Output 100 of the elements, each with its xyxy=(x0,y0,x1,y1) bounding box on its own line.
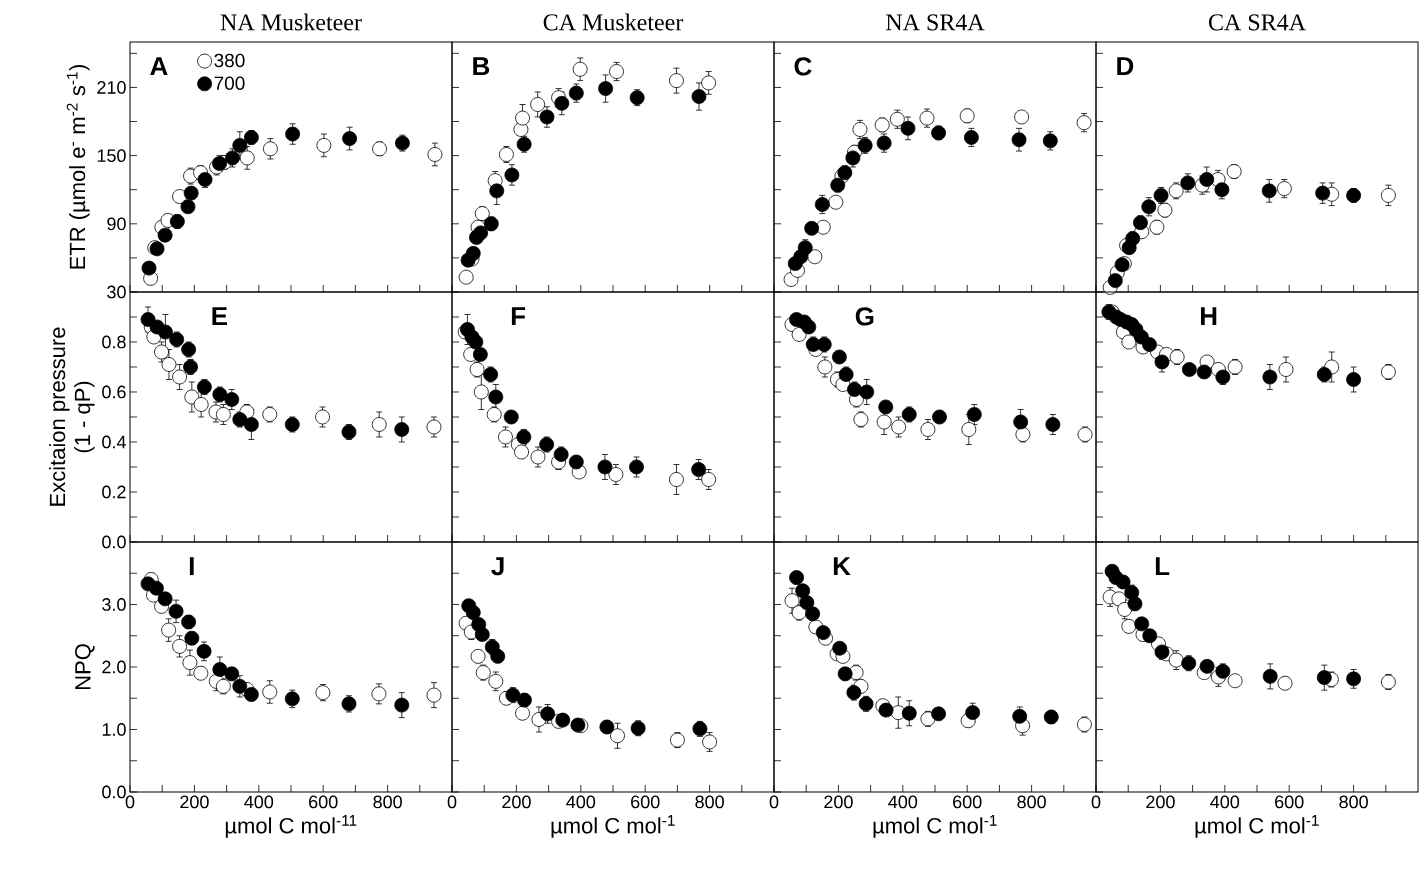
point xyxy=(932,409,947,425)
point xyxy=(568,454,584,470)
point xyxy=(1214,182,1230,198)
point xyxy=(1169,349,1185,365)
annotation: A xyxy=(150,57,168,76)
point xyxy=(539,109,555,125)
x-tick-label: 0 xyxy=(1091,795,1101,809)
point xyxy=(341,424,357,440)
point xyxy=(1215,369,1231,385)
point xyxy=(181,614,197,630)
point xyxy=(963,130,979,145)
point xyxy=(1149,219,1165,235)
point xyxy=(488,389,504,405)
point xyxy=(232,137,248,153)
point xyxy=(499,147,514,162)
point xyxy=(149,580,164,596)
point xyxy=(239,150,255,166)
point xyxy=(1012,708,1028,724)
annotation: H xyxy=(1200,307,1217,326)
x-tick-label: 400 xyxy=(1210,795,1240,809)
x-tick-label: 800 xyxy=(1017,795,1046,809)
point xyxy=(799,595,815,611)
point xyxy=(701,75,717,91)
annotation: E xyxy=(212,307,228,326)
point xyxy=(169,332,185,347)
point xyxy=(315,409,330,425)
point xyxy=(474,206,490,221)
point xyxy=(1154,644,1170,660)
point xyxy=(244,687,259,702)
point xyxy=(830,177,846,193)
point xyxy=(598,81,613,96)
point xyxy=(1346,187,1361,203)
point xyxy=(670,732,685,748)
point xyxy=(157,591,173,607)
point xyxy=(530,97,546,112)
point xyxy=(161,357,177,372)
x-tick-label: 600 xyxy=(1275,795,1304,809)
x-axis-title: µmol C mol$^{-1}$ xyxy=(551,815,675,838)
point xyxy=(1168,652,1184,668)
point xyxy=(285,126,301,142)
point xyxy=(465,245,481,261)
x-tick-label: 0 xyxy=(125,795,135,809)
point xyxy=(489,183,505,199)
point xyxy=(475,665,491,681)
x-axis-title: µmol C mol$^{-1}$ xyxy=(873,815,997,838)
y-tick-label: 0.6 xyxy=(102,385,126,399)
chart-title: CA Musketeer xyxy=(543,13,684,31)
point xyxy=(342,131,358,146)
point xyxy=(427,147,443,162)
point xyxy=(486,407,502,422)
point xyxy=(161,622,177,638)
point xyxy=(669,472,684,487)
point xyxy=(244,417,259,432)
point xyxy=(831,349,847,365)
annotation: F xyxy=(511,307,526,326)
point xyxy=(1142,628,1158,644)
point xyxy=(316,137,332,153)
x-tick-label: 200 xyxy=(824,795,853,809)
point xyxy=(517,692,532,708)
point xyxy=(961,422,977,437)
point xyxy=(232,678,248,694)
point xyxy=(1262,369,1278,385)
point xyxy=(920,422,936,437)
point xyxy=(182,655,198,671)
point xyxy=(817,359,833,375)
point xyxy=(931,125,946,141)
point xyxy=(1014,109,1030,125)
x-axis-title: µmol C mol$^{-11}$ xyxy=(225,815,357,838)
point xyxy=(1125,231,1141,246)
point xyxy=(212,662,228,677)
point xyxy=(1276,181,1292,196)
point xyxy=(1121,618,1137,634)
point xyxy=(901,705,917,721)
point xyxy=(490,648,506,664)
point xyxy=(859,384,875,400)
point xyxy=(1199,658,1215,674)
point xyxy=(394,697,410,713)
point xyxy=(465,605,481,621)
point xyxy=(539,437,555,452)
point xyxy=(901,407,917,422)
point xyxy=(815,625,831,641)
point xyxy=(458,269,474,285)
y-tick-label: 1.0 xyxy=(102,723,126,736)
point xyxy=(1141,199,1157,215)
point xyxy=(876,414,892,430)
point xyxy=(426,687,442,703)
point xyxy=(1277,675,1293,691)
y-tick-label: 150 xyxy=(97,149,126,162)
point xyxy=(183,185,199,201)
point xyxy=(874,117,890,133)
x-tick-label: 600 xyxy=(631,795,660,809)
x-tick-label: 400 xyxy=(244,795,274,809)
point xyxy=(196,379,212,395)
point xyxy=(470,648,486,664)
x-tick-label: 600 xyxy=(953,795,982,809)
point xyxy=(1227,359,1243,375)
point xyxy=(878,399,894,415)
point xyxy=(516,136,532,152)
point xyxy=(341,696,357,712)
point xyxy=(1015,427,1031,442)
